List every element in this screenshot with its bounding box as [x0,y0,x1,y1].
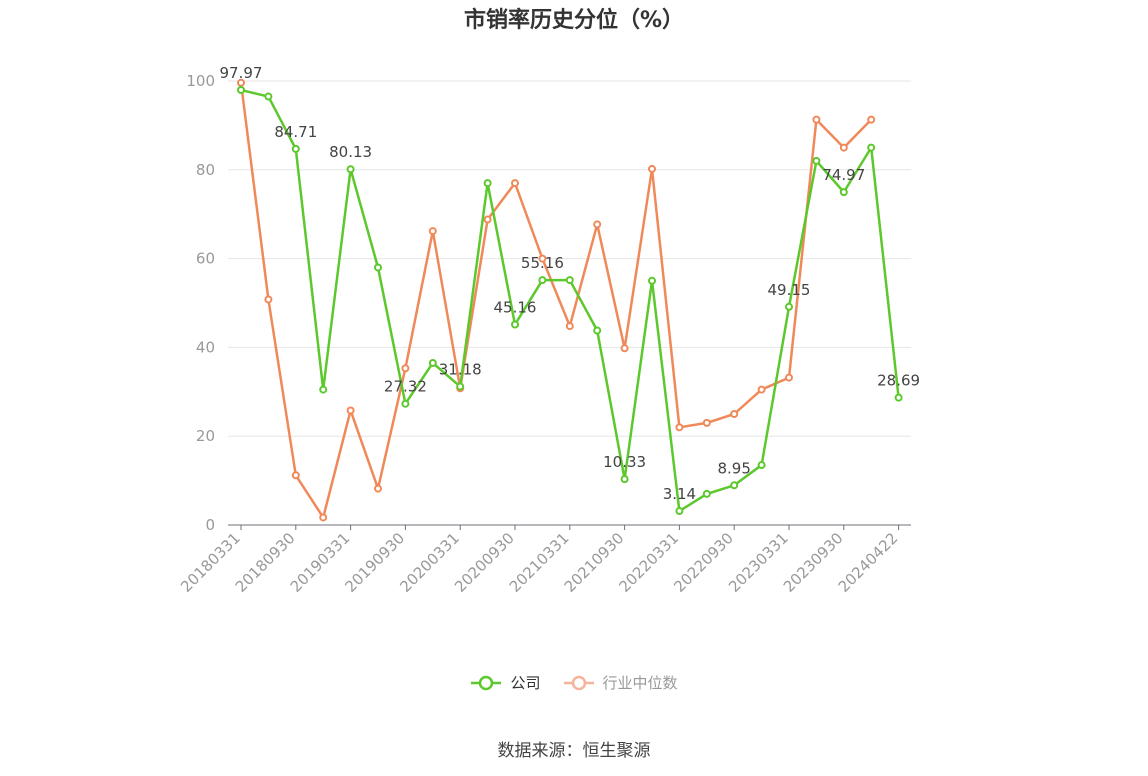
data-label: 8.95 [717,459,750,477]
data-point[interactable] [839,143,848,152]
data-labels: 97.97 84.71 80.13 27.32 31.18 45.16 55.16 10.33… [220,64,921,503]
data-point[interactable] [757,385,766,394]
y-tick-label: 80 [196,161,215,179]
data-label: 55.16 [521,254,564,272]
y-tick-label: 60 [196,250,215,268]
data-point[interactable] [538,254,547,263]
y-tick-label: 100 [186,72,215,90]
legend-line-circle-icon [471,675,502,690]
data-point[interactable] [785,373,793,382]
data-label: 10.33 [603,453,646,471]
data-point[interactable] [730,481,739,490]
data-source: 数据来源：恒生聚源 [497,741,651,761]
data-label: 80.13 [329,143,372,161]
data-point[interactable] [785,302,793,311]
data-point[interactable] [291,471,300,480]
data-point[interactable] [346,165,355,174]
data-point[interactable] [593,220,602,229]
legend-item-industry-median[interactable]: 行业中位数 [563,672,678,693]
data-point[interactable] [346,406,355,415]
data-point[interactable] [237,86,245,95]
data-label: 97.97 [220,64,263,82]
data-point[interactable] [565,276,574,285]
data-point[interactable] [319,513,328,522]
data-point[interactable] [291,144,300,153]
data-point[interactable] [511,179,519,188]
series-0 [237,86,903,516]
data-point[interactable] [319,385,328,394]
data-label: 84.71 [274,123,317,141]
data-point[interactable] [675,423,684,432]
chart-title: 市销率历史分位（%） [463,8,685,33]
data-point[interactable] [812,156,821,165]
x-axis-ticks: 2018033120180930201903312019093020200331… [177,525,901,596]
data-point[interactable] [456,382,465,391]
data-point[interactable] [401,364,410,373]
data-label: 27.32 [384,378,427,396]
x-tick-label: 20240422 [835,529,902,596]
series-layer [237,78,903,522]
grid-lines [228,80,911,437]
data-point[interactable] [428,227,437,236]
data-label: 74.97 [822,166,865,184]
data-point[interactable] [483,215,492,224]
data-point[interactable] [867,115,876,124]
data-point[interactable] [757,461,766,470]
legend: 公司 行业中位数 [0,672,1148,693]
data-point[interactable] [374,484,382,493]
data-point[interactable] [812,115,821,124]
data-point[interactable] [511,320,519,329]
data-point[interactable] [620,344,629,353]
data-label: 49.15 [768,281,811,299]
data-label: 31.18 [439,361,482,379]
y-tick-label: 0 [205,516,215,534]
data-label: 28.69 [877,372,920,390]
data-point[interactable] [894,393,903,402]
data-label: 45.16 [494,298,537,316]
y-tick-label: 40 [196,338,215,356]
series-1 [237,78,876,522]
data-point[interactable] [675,507,684,516]
y-tick-label: 20 [196,427,215,445]
legend-item-company[interactable]: 公司 [470,672,541,693]
data-point[interactable] [839,188,848,197]
legend-label-company: 公司 [510,674,541,692]
data-point[interactable] [264,295,273,304]
data-point[interactable] [264,92,273,101]
series-line [239,82,873,519]
data-point[interactable] [648,164,656,173]
data-point[interactable] [867,143,876,152]
y-axis-ticks: 0 20 40 60 80 100 [186,72,215,534]
legend-line-circle-icon [563,675,594,690]
data-point[interactable] [648,276,656,285]
data-point[interactable] [702,489,711,498]
data-point[interactable] [565,322,574,331]
data-point[interactable] [428,358,437,367]
data-point[interactable] [374,263,382,272]
data-point[interactable] [730,410,739,418]
data-point[interactable] [483,179,492,188]
data-point[interactable] [593,326,602,335]
data-point[interactable] [702,418,711,427]
data-point[interactable] [237,78,245,87]
data-point[interactable] [401,399,410,408]
legend-label-industry-median: 行业中位数 [602,674,678,692]
data-point[interactable] [538,276,547,285]
data-label: 3.14 [663,485,696,503]
data-point[interactable] [620,475,629,484]
